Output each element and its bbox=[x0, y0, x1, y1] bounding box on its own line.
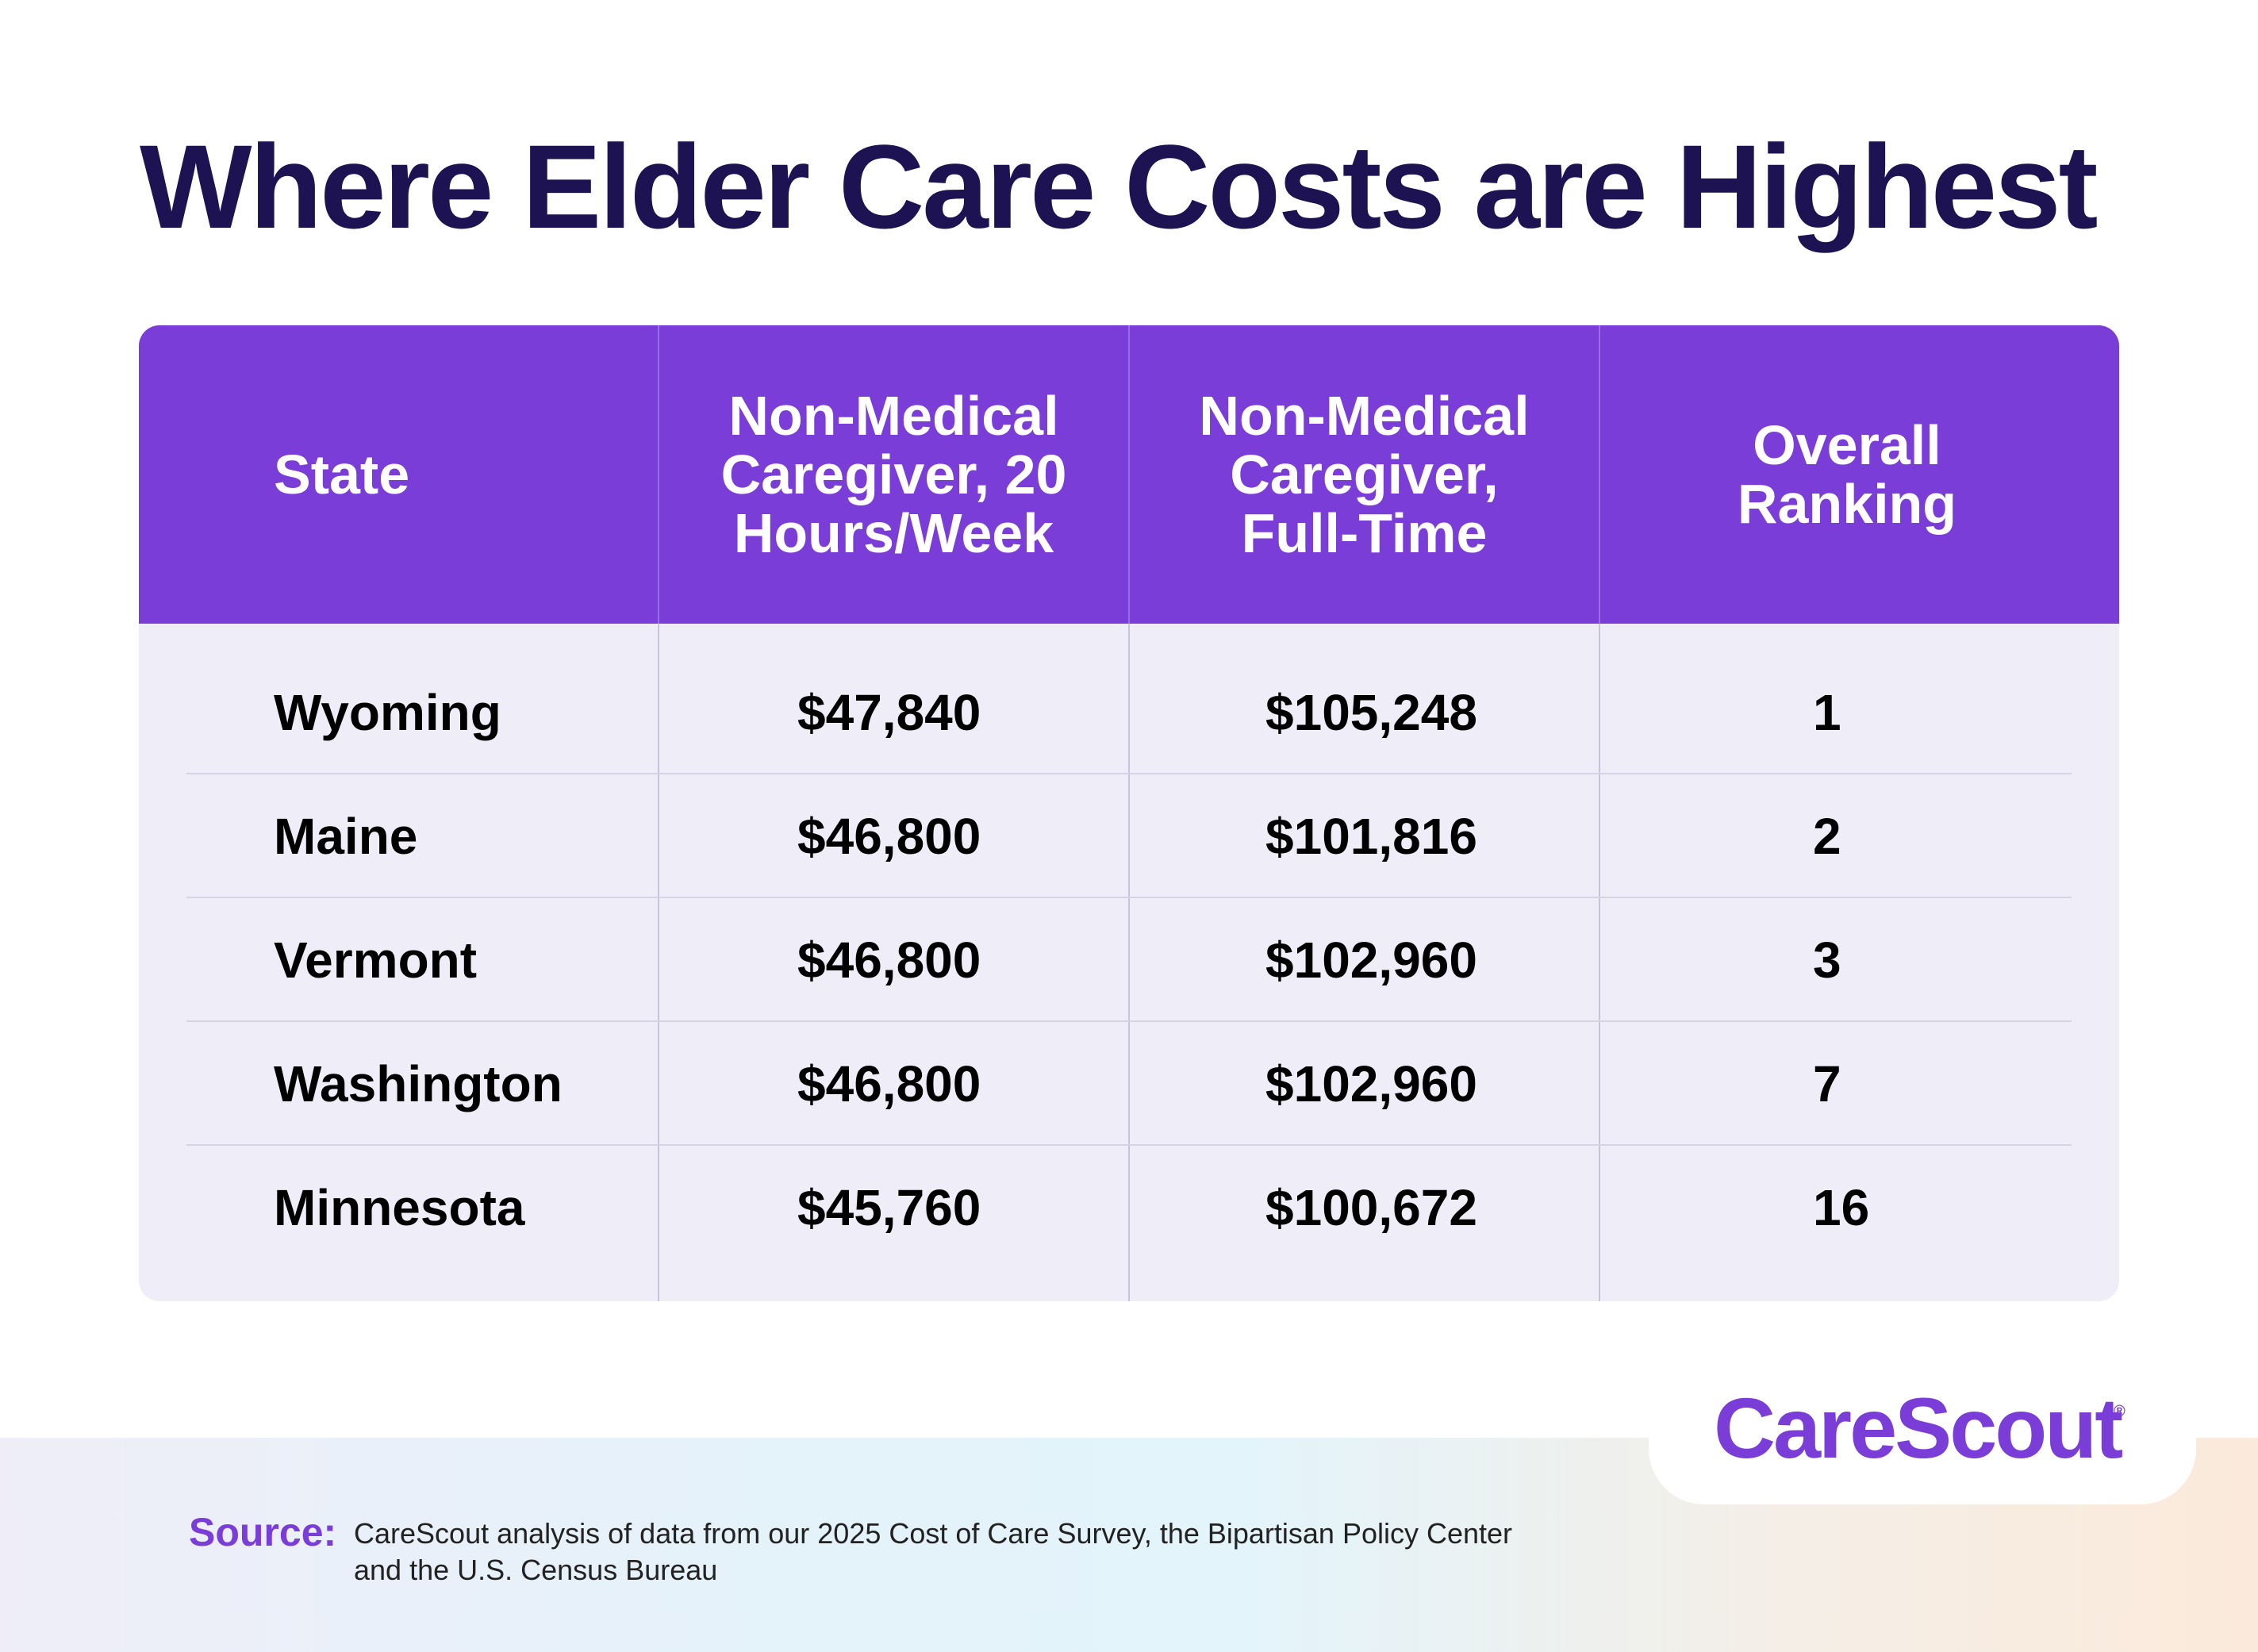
cell-state: Washington bbox=[274, 1055, 563, 1112]
column-divider bbox=[1599, 624, 1600, 1301]
column-divider bbox=[1128, 325, 1130, 624]
registered-mark: ® bbox=[2114, 1403, 2126, 1420]
cell-full-time-cost: $102,960 bbox=[1265, 932, 1477, 989]
table-row: Minnesota $45,760 $100,672 16 bbox=[139, 1146, 2119, 1270]
table-header: State Non-Medical Caregiver, 20 Hours/We… bbox=[139, 325, 2119, 624]
carescout-logo: CareScout bbox=[1714, 1380, 2123, 1476]
row-divider bbox=[186, 897, 2072, 898]
cell-state: Maine bbox=[274, 808, 418, 865]
table-row: Washington $46,800 $102,960 7 bbox=[139, 1022, 2119, 1146]
header-overall-ranking: Overall Ranking bbox=[1737, 414, 1957, 535]
cell-part-time-cost: $46,800 bbox=[797, 1055, 981, 1112]
cell-part-time-cost: $46,800 bbox=[797, 808, 981, 865]
cell-state: Vermont bbox=[274, 932, 478, 989]
cell-full-time-cost: $101,816 bbox=[1265, 808, 1477, 865]
cell-full-time-cost: $105,248 bbox=[1265, 684, 1477, 741]
row-divider bbox=[186, 1020, 2072, 1022]
cell-full-time-cost: $102,960 bbox=[1265, 1055, 1477, 1112]
cell-part-time-cost: $45,760 bbox=[797, 1179, 981, 1236]
page-title: Where Elder Care Costs are Highest bbox=[140, 120, 2099, 253]
row-divider bbox=[186, 773, 2072, 774]
column-divider bbox=[1128, 624, 1130, 1301]
logo-tab bbox=[1649, 1341, 2196, 1504]
source-label: Source: bbox=[189, 1510, 337, 1554]
header-part-time-cost: Non-Medical Caregiver, 20 Hours/Week bbox=[720, 385, 1067, 564]
table-row: Maine $46,800 $101,816 2 bbox=[139, 774, 2119, 898]
cell-part-time-cost: $47,840 bbox=[797, 684, 981, 741]
cell-ranking: 16 bbox=[1813, 1179, 1870, 1236]
cell-state: Wyoming bbox=[274, 684, 501, 741]
header-full-time-cost: Non-Medical Caregiver, Full-Time bbox=[1199, 385, 1530, 564]
table-row: Wyoming $47,840 $105,248 1 bbox=[139, 651, 2119, 774]
source-text: CareScout analysis of data from our 2025… bbox=[354, 1517, 1513, 1586]
header-state: State bbox=[274, 444, 410, 505]
cell-ranking: 7 bbox=[1813, 1055, 1841, 1112]
cell-full-time-cost: $100,672 bbox=[1265, 1179, 1477, 1236]
cell-state: Minnesota bbox=[274, 1179, 525, 1236]
column-divider bbox=[658, 325, 659, 624]
row-divider bbox=[186, 1144, 2072, 1146]
cell-part-time-cost: $46,800 bbox=[797, 932, 981, 989]
column-divider bbox=[1599, 325, 1600, 624]
cell-ranking: 1 bbox=[1813, 684, 1841, 741]
cost-table: State Non-Medical Caregiver, 20 Hours/We… bbox=[139, 325, 2119, 1301]
column-divider bbox=[658, 624, 659, 1301]
table-row: Vermont $46,800 $102,960 3 bbox=[139, 898, 2119, 1022]
cell-ranking: 2 bbox=[1813, 808, 1841, 865]
cell-ranking: 3 bbox=[1813, 932, 1841, 989]
